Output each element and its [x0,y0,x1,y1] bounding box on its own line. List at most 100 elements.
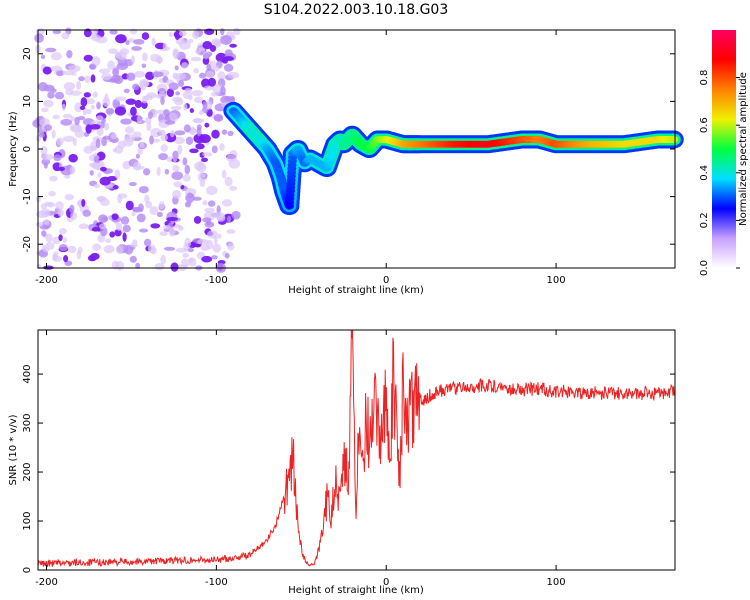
noise-blob [129,243,138,248]
snr-y-ticks: 0 100 200 300 400 [22,365,675,573]
spectrogram-x-tick-label: 100 [547,275,566,286]
noise-blob [223,63,234,72]
noise-blob [71,124,83,133]
noise-blob [89,123,101,130]
noise-blob [147,111,153,120]
noise-blob [175,91,181,96]
noise-blob [89,162,101,168]
noise-blob [160,254,167,265]
noise-blob [45,242,55,250]
noise-blob [114,106,127,116]
noise-blob [126,72,136,81]
noise-blob [174,130,186,136]
noise-blob [90,64,96,70]
noise-blob [131,211,136,217]
noise-blob [206,63,212,71]
noise-blob [130,106,137,117]
noise-blob [74,116,80,126]
noise-blob [85,124,92,134]
noise-blob [108,48,119,55]
noise-blob [160,144,168,152]
noise-blob [107,215,113,220]
noise-blob [202,101,208,109]
noise-blob [202,217,212,223]
noise-blob [70,116,76,122]
noise-blob [95,36,108,44]
noise-blob [49,175,58,182]
noise-blob [202,200,208,206]
noise-blob [89,170,94,176]
noise-blob [162,42,168,51]
noise-blob [202,51,210,60]
noise-blob [61,32,70,40]
noise-blob [125,98,137,105]
noise-blob [54,91,65,100]
noise-blob [224,252,230,259]
noise-blob [204,221,215,228]
noise-blob [57,209,64,217]
noise-blob [112,148,118,153]
noise-blob [120,118,132,125]
noise-blob [85,108,92,115]
noise-blob [204,207,216,214]
noise-blob [221,199,233,207]
noise-blob [143,238,152,247]
snr-plot-area [38,330,675,570]
noise-blob [172,150,179,161]
noise-blob [224,49,233,57]
noise-blob [69,90,82,96]
noise-blob [132,161,142,171]
noise-blob [156,166,161,177]
noise-blob [52,29,62,35]
noise-blob [133,39,145,45]
noise-blob [189,108,194,113]
noise-blob [74,102,83,113]
noise-blob [174,65,179,71]
noise-blob [184,164,191,175]
spectrogram-ridge [223,101,684,216]
noise-blob [156,211,163,218]
noise-blob [60,118,73,126]
noise-blob [150,223,161,229]
noise-blob [182,157,188,166]
noise-blob [183,103,188,112]
noise-blob [149,206,159,216]
noise-blob [194,96,204,104]
noise-blob [99,176,111,186]
noise-blob [78,223,89,230]
noise-blob [193,68,200,74]
noise-blob [41,230,47,237]
noise-blob [125,126,135,134]
snr-x-label: Height of straight line (km) [288,585,424,596]
noise-blob [231,210,241,220]
noise-blob [88,154,100,162]
noise-blob [112,98,121,109]
noise-blob [62,237,68,243]
noise-blob [115,245,124,254]
noise-blob [116,222,123,231]
noise-blob [104,93,109,102]
colorbar-tick-label: 0.2 [699,212,710,228]
noise-blob [171,171,184,180]
noise-blob [99,223,107,230]
noise-blob [229,43,237,48]
noise-blob [111,213,119,221]
noise-blob [184,201,192,208]
noise-blob [183,124,191,133]
noise-blob [110,74,121,83]
noise-blob [107,60,115,71]
noise-blob [115,34,127,44]
noise-blob [44,124,53,131]
noise-blob [160,133,168,141]
noise-blob [113,184,119,190]
noise-blob [150,247,157,255]
noise-blob [145,71,155,81]
noise-blob [163,109,170,118]
noise-blob [170,105,182,111]
noise-blob [83,28,92,38]
noise-blob [62,70,74,76]
noise-blob [219,143,225,151]
noise-blob [83,92,91,98]
noise-blob [180,258,190,268]
noise-blob [93,183,101,189]
